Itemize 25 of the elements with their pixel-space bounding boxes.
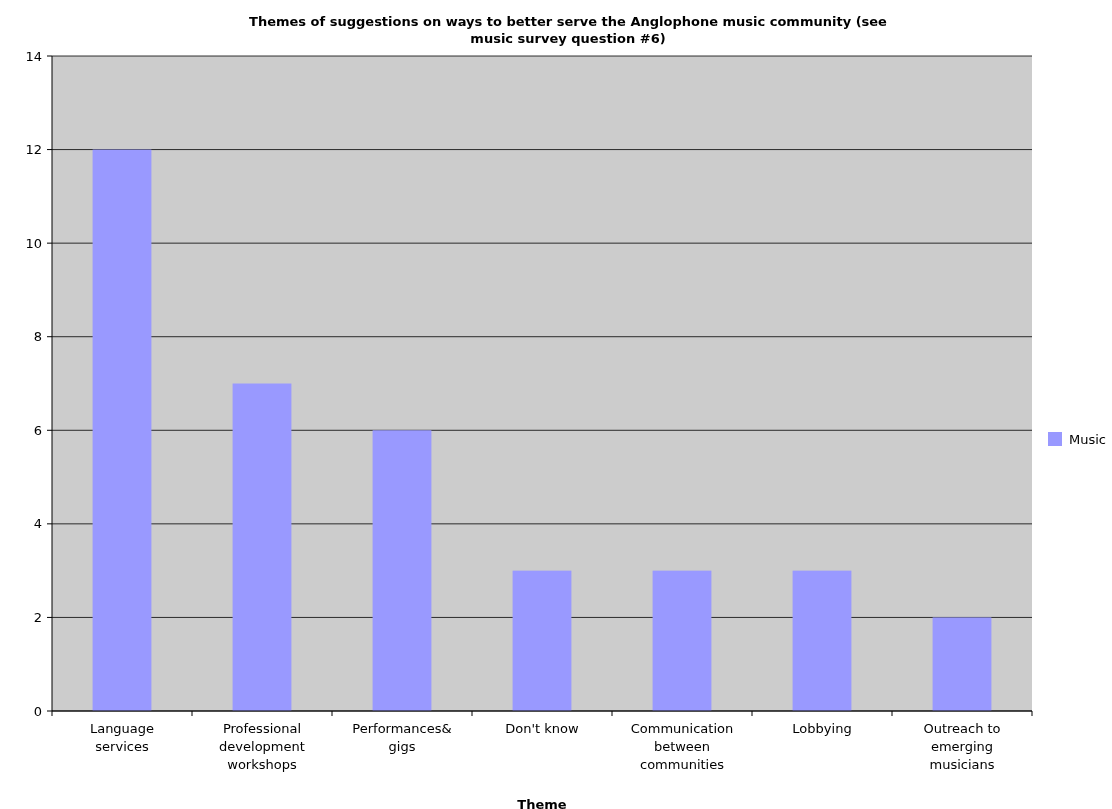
y-tick-label: 14 <box>25 48 42 64</box>
bar <box>652 570 712 711</box>
x-tick-label: Don't know <box>505 721 580 736</box>
x-tick-label: Performances& gigs <box>352 721 452 754</box>
y-tick-label: 10 <box>25 235 42 251</box>
legend-label: Music <box>1069 431 1106 447</box>
y-tick-label: 12 <box>25 142 42 158</box>
x-tick-label: Professional development workshops <box>219 721 305 772</box>
y-tick-label: 8 <box>33 329 42 345</box>
bar <box>92 149 152 711</box>
bar <box>792 570 852 711</box>
bar <box>232 383 292 711</box>
y-tick-label: 6 <box>33 422 42 438</box>
x-tick-label: Language services <box>89 721 155 754</box>
y-tick-label: 4 <box>33 516 42 532</box>
chart-title: Themes of suggestions on ways to better serve the Anglophone music community (see music survey question #6) <box>249 14 888 46</box>
x-tick-label: Outreach to emerging musicians <box>923 721 1001 772</box>
y-tick-label: 0 <box>33 703 42 719</box>
x-tick-label: Lobbying <box>792 721 852 736</box>
bar <box>372 430 432 711</box>
bar <box>512 570 572 711</box>
y-tick-label: 2 <box>33 609 42 625</box>
bar <box>932 617 992 711</box>
x-tick-label: Communication between communities <box>630 721 734 772</box>
x-axis-title: Theme <box>517 797 567 809</box>
